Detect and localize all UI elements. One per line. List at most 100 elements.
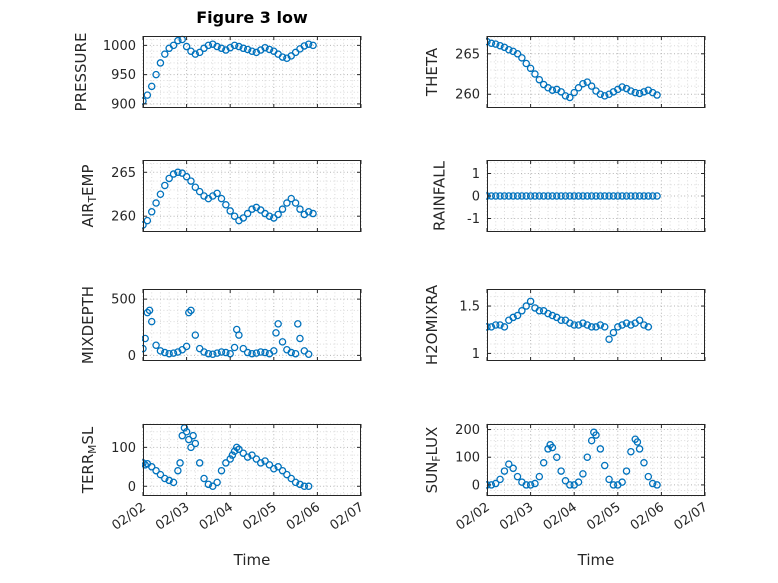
data-point-marker — [509, 192, 517, 200]
data-point-marker — [618, 83, 626, 91]
x-tick-label: 02/05 — [584, 500, 623, 534]
data-point-marker — [265, 212, 274, 220]
data-point-marker — [579, 79, 587, 88]
plot-terr-msl: 0 100 02/02 02/03 02/04 02/05 02/06 02/07 TERRMS… — [79, 423, 367, 534]
data-point-marker — [296, 205, 304, 213]
data-point-marker — [635, 445, 644, 453]
data-point-marker — [143, 308, 152, 317]
data-point-marker — [287, 474, 295, 483]
data-point-marker — [213, 42, 221, 51]
data-point-marker — [609, 192, 618, 200]
data-point-marker — [566, 319, 574, 327]
data-point-marker — [500, 323, 509, 331]
data-point-marker — [217, 348, 226, 356]
data-point-marker — [291, 349, 300, 358]
x-tick-label: 02/07 — [671, 500, 710, 534]
data-point-marker — [191, 183, 200, 191]
data-point-marker — [174, 168, 182, 177]
data-point-marker — [635, 192, 644, 200]
data-point-marker — [217, 466, 226, 475]
data-point-marker — [605, 335, 613, 343]
data-point-marker — [535, 192, 544, 200]
y-tick-label: 1 — [472, 347, 480, 362]
y-axis-label: THETA — [423, 47, 441, 97]
scatter-series — [486, 37, 661, 102]
data-point-marker — [178, 431, 186, 440]
y-tick-label: 0 — [472, 190, 480, 205]
data-point-marker — [161, 181, 169, 190]
scatter-series — [142, 168, 317, 229]
y-tick-label: 900 — [111, 97, 136, 112]
data-point-marker — [204, 480, 213, 489]
axes-box — [487, 36, 705, 108]
data-point-marker — [548, 192, 557, 200]
data-point-marker — [291, 199, 300, 207]
data-point-marker — [161, 50, 169, 58]
data-point-marker — [169, 478, 178, 487]
data-point-marker — [513, 472, 522, 481]
data-point-marker — [518, 192, 526, 200]
data-point-marker — [217, 44, 226, 53]
data-point-marker — [165, 349, 173, 358]
data-point-marker — [566, 192, 574, 200]
y-tick-label: 1.5 — [459, 300, 480, 315]
data-point-marker — [535, 472, 544, 481]
y-tick-label: 200 — [455, 423, 480, 438]
data-point-marker — [304, 482, 313, 491]
data-point-marker — [191, 439, 200, 448]
data-point-marker — [230, 41, 239, 50]
data-point-marker — [278, 205, 287, 213]
y-tick-label: 1 — [472, 167, 480, 182]
data-point-marker — [544, 445, 552, 453]
xaxis-title-left: Time — [233, 551, 271, 569]
data-point-marker — [156, 190, 165, 198]
data-point-marker — [296, 480, 304, 489]
axes-box — [143, 36, 361, 108]
data-point-marker — [518, 54, 526, 62]
data-point-marker — [195, 48, 204, 57]
data-point-marker — [574, 478, 583, 486]
data-point-marker — [640, 192, 648, 200]
data-point-marker — [291, 478, 300, 487]
y-axis-label-text: SL — [79, 426, 97, 445]
data-point-marker — [531, 192, 539, 200]
data-point-marker — [592, 323, 600, 331]
x-tick-label: 02/04 — [541, 500, 580, 534]
x-tick-label: 02/06 — [628, 500, 667, 534]
data-point-marker — [287, 194, 295, 203]
data-point-marker — [627, 447, 635, 456]
data-point-marker — [596, 445, 605, 453]
data-point-marker — [243, 209, 252, 218]
data-point-marker — [294, 320, 302, 328]
plot-theta: 260 265 THETA — [423, 36, 706, 108]
y-axis-label-subscript: T — [87, 195, 99, 203]
data-point-marker — [182, 428, 191, 436]
data-point-marker — [142, 334, 149, 343]
data-point-marker — [272, 329, 280, 337]
y-axis-label-text: SUN — [423, 462, 441, 494]
data-point-marker — [222, 348, 230, 357]
data-point-marker — [217, 194, 226, 203]
data-point-marker — [587, 192, 596, 200]
data-point-marker — [209, 482, 217, 491]
data-point-marker — [505, 460, 513, 468]
data-point-marker — [147, 317, 156, 326]
data-point-marker — [496, 475, 504, 484]
data-point-marker — [522, 481, 530, 489]
y-axis-label-text: H2OMIXRA — [423, 284, 441, 365]
data-point-marker — [169, 170, 178, 178]
y-axis-label: SUNFLUX — [423, 427, 443, 494]
data-point-marker — [631, 192, 639, 200]
data-point-marker — [213, 478, 221, 487]
data-point-marker — [566, 93, 574, 102]
data-point-marker — [579, 319, 587, 327]
data-point-marker — [209, 350, 217, 359]
data-point-marker — [622, 467, 631, 475]
data-point-marker — [614, 192, 622, 200]
data-point-marker — [265, 45, 274, 54]
data-point-marker — [169, 349, 178, 357]
data-point-marker — [213, 189, 221, 198]
data-point-marker — [165, 476, 173, 485]
data-point-marker — [644, 323, 653, 331]
data-point-marker — [278, 53, 287, 61]
